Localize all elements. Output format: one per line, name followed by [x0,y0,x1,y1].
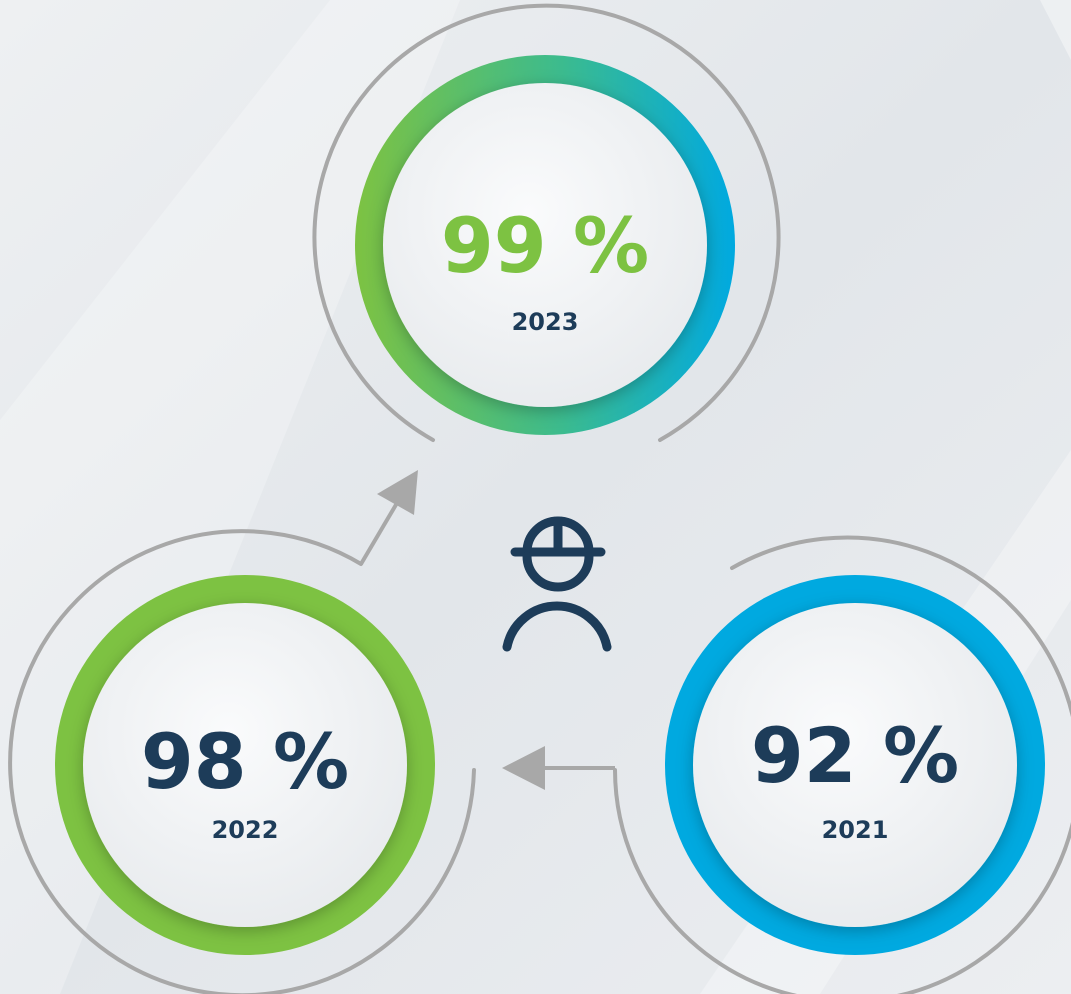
arc [312,3,781,442]
shoulders [502,601,612,652]
face [522,551,594,592]
outer-arcs [8,3,1071,994]
year: 2023 [512,308,579,336]
face [693,603,1017,927]
face [383,83,707,407]
arrows [359,470,615,790]
value: 92 % [751,711,959,800]
face [83,603,407,927]
value: 99 % [441,201,649,290]
node-2023: 99 % 2023 [355,55,735,435]
worker-icon [502,516,612,652]
year: 2021 [822,816,889,844]
arc [613,535,1071,994]
light-stripe [980,0,1071,60]
arrow-head [502,746,545,790]
arrow-head [377,470,418,515]
year: 2022 [212,816,279,844]
node-2021: 92 % 2021 [665,575,1045,955]
arrow-line [359,501,399,566]
arc [8,529,476,994]
value: 98 % [141,717,349,806]
node-2022: 98 % 2022 [55,575,435,955]
